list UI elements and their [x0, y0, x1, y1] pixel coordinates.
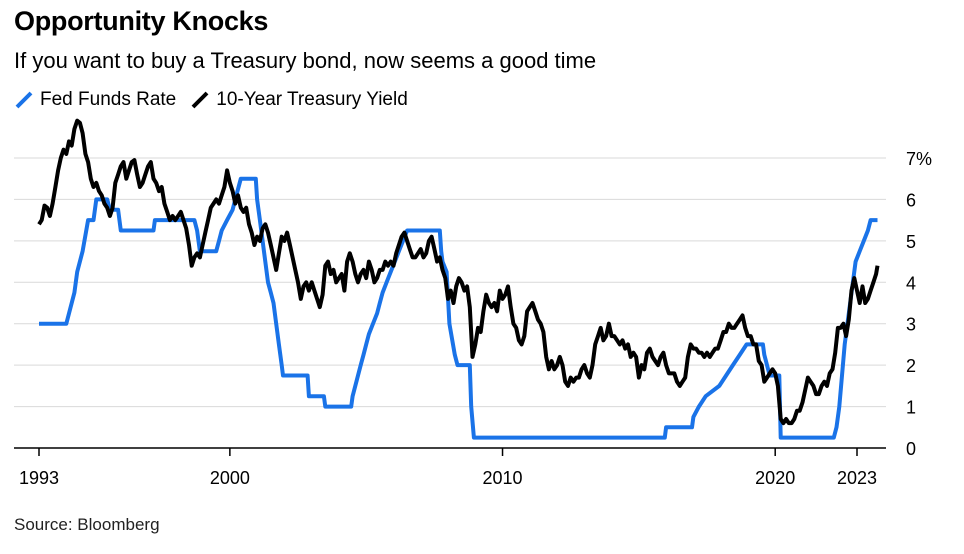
legend-label-treasury: 10-Year Treasury Yield	[216, 89, 408, 110]
x-tick-label-2000: 2000	[210, 468, 250, 488]
y-tick-label-4: 4	[906, 273, 916, 293]
x-axis: 1993 2000 2010 2020 2023	[14, 447, 886, 488]
y-tick-label-1: 1	[906, 398, 916, 418]
legend-item-treasury: 10-Year Treasury Yield	[190, 89, 408, 111]
series-lines	[37, 118, 880, 440]
grid-lines	[14, 157, 886, 408]
y-tick-label-2: 2	[906, 356, 916, 376]
x-tick-label-2023: 2023	[837, 468, 877, 488]
chart-legend: Fed Funds Rate 10-Year Treasury Yield	[14, 89, 422, 111]
y-tick-label-6: 6	[906, 190, 916, 210]
y-axis-tick-labels: 0 1 2 3 4 5 6 7%	[906, 149, 932, 459]
y-tick-label-3: 3	[906, 315, 916, 335]
y-tick-label-7: 7%	[906, 149, 932, 169]
legend-item-fed-funds: Fed Funds Rate	[14, 89, 176, 111]
legend-label-fed-funds: Fed Funds Rate	[40, 89, 177, 110]
x-tick-label-2020: 2020	[755, 468, 795, 488]
y-tick-label-5: 5	[906, 232, 916, 252]
y-tick-label-0: 0	[906, 439, 916, 459]
legend-swatch-treasury	[191, 91, 209, 109]
source-note: Source: Bloomberg	[14, 515, 160, 534]
legend-swatch-fed-funds	[15, 91, 33, 109]
x-tick-label-1993: 1993	[19, 468, 59, 488]
fed-funds-rate-line	[39, 176, 878, 440]
x-tick-label-2010: 2010	[483, 468, 523, 488]
chart-title: Opportunity Knocks	[14, 6, 269, 36]
chart-subtitle: If you want to buy a Treasury bond, now …	[14, 48, 597, 73]
treasury-yield-line	[37, 118, 880, 426]
